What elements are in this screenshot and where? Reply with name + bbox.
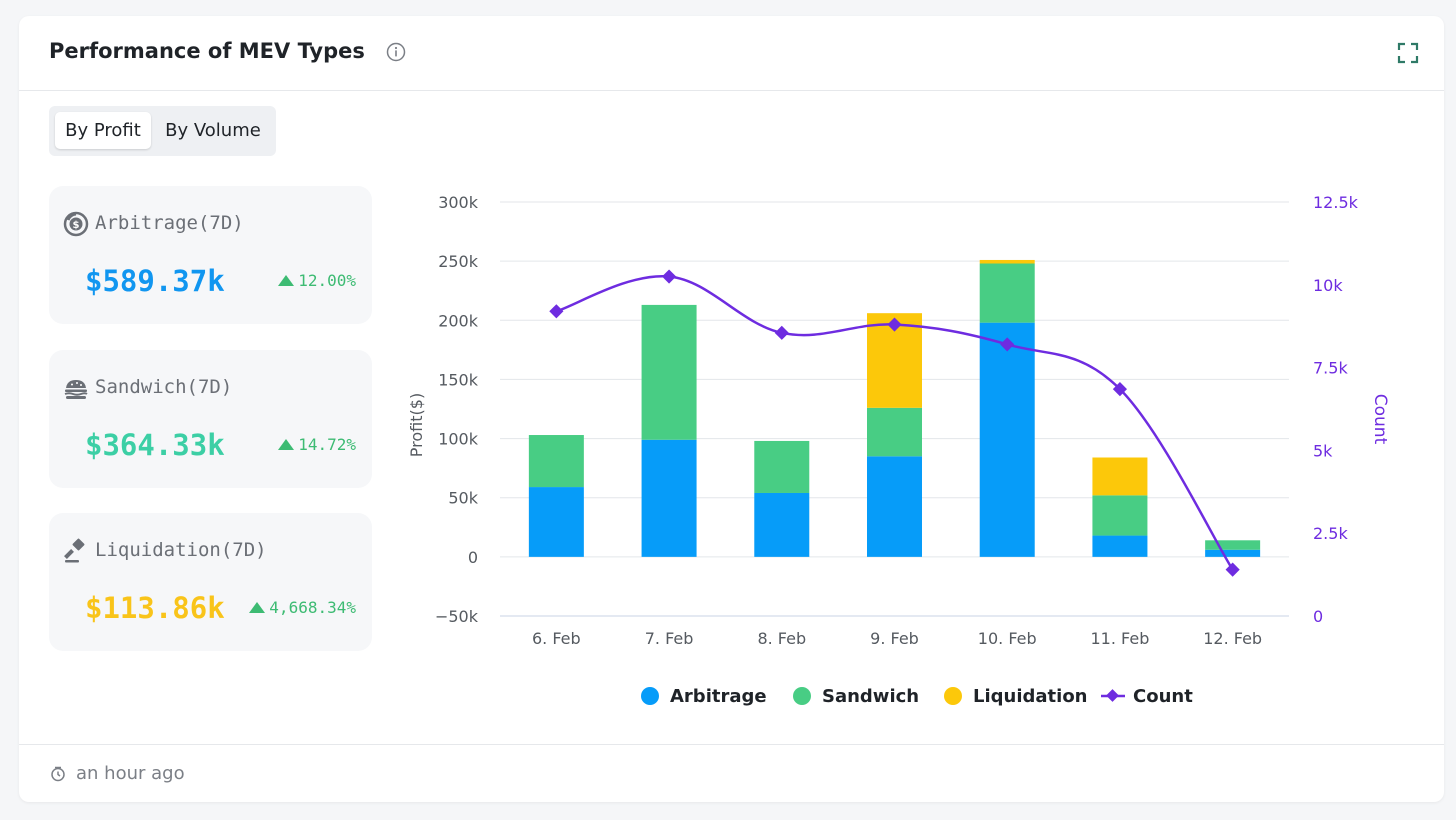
count-point xyxy=(549,304,564,319)
bar-arbitrage xyxy=(754,492,810,557)
x-tick-label: 12. Feb xyxy=(1203,629,1262,648)
legend-label-arbitrage: Arbitrage xyxy=(670,686,767,707)
stat-card-sandwich: Sandwich(7D) $364.33k 14.72% xyxy=(49,350,372,488)
mev-performance-card: Performance of MEV Types By Profit By Vo… xyxy=(19,16,1444,802)
up-arrow-icon xyxy=(278,275,295,286)
x-tick-label: 7. Feb xyxy=(645,629,694,648)
y-right-tick-label: 7.5k xyxy=(1313,359,1348,378)
x-tick-label: 6. Feb xyxy=(532,629,581,648)
x-tick-label: 10. Feb xyxy=(978,629,1037,648)
legend-label-count: Count xyxy=(1133,686,1193,707)
bar-sandwich xyxy=(1205,540,1261,550)
stat-label: Sandwich(7D) xyxy=(95,376,233,398)
legend-marker-sandwich xyxy=(793,687,811,705)
stat-value: $113.86k xyxy=(85,591,225,625)
bar-arbitrage xyxy=(867,456,922,557)
y-right-tick-label: 2.5k xyxy=(1313,524,1348,543)
fullscreen-icon[interactable] xyxy=(1397,42,1419,64)
y-right-tick-label: 10k xyxy=(1313,276,1343,295)
bar-liquidation xyxy=(979,259,1035,264)
bar-sandwich xyxy=(1092,495,1148,536)
count-point xyxy=(1112,382,1127,397)
bar-arbitrage xyxy=(528,487,584,557)
bar-arbitrage xyxy=(1092,535,1148,557)
y-left-tick-label: −50k xyxy=(435,607,479,626)
stat-change-value: 4,668.34% xyxy=(269,598,356,617)
bar-liquidation xyxy=(1092,457,1148,496)
y-left-tick-label: 200k xyxy=(438,311,479,330)
card-header: Performance of MEV Types xyxy=(19,16,1444,91)
bar-sandwich xyxy=(528,435,584,488)
bar-sandwich xyxy=(641,304,697,440)
y-left-tick-label: 100k xyxy=(438,430,479,449)
legend-label-liquidation: Liquidation xyxy=(973,686,1088,707)
bar-sandwich xyxy=(754,440,810,493)
y-left-tick-label: 0 xyxy=(468,548,478,567)
x-tick-label: 11. Feb xyxy=(1090,629,1149,648)
up-arrow-icon xyxy=(278,439,295,450)
stat-value: $364.33k xyxy=(85,428,225,462)
y-right-axis-title: Count xyxy=(1370,394,1390,445)
x-tick-label: 8. Feb xyxy=(757,629,806,648)
legend-marker-arbitrage xyxy=(641,687,659,705)
y-right-tick-label: 5k xyxy=(1313,441,1333,460)
sandwich-icon xyxy=(64,380,88,399)
by-volume-button[interactable]: By Volume xyxy=(165,120,261,141)
bar-arbitrage xyxy=(641,439,697,557)
count-point xyxy=(1000,337,1015,352)
y-right-tick-label: 12.5k xyxy=(1313,193,1359,212)
metric-toggle: By Profit By Volume xyxy=(49,106,276,156)
count-point xyxy=(1225,562,1240,577)
y-left-tick-label: 300k xyxy=(438,193,479,212)
count-point xyxy=(887,317,902,332)
bar-arbitrage xyxy=(1205,549,1261,557)
stat-label: Liquidation(7D) xyxy=(95,539,267,561)
legend-label-sandwich: Sandwich xyxy=(822,686,919,707)
arbitrage-coin-icon: $ xyxy=(63,211,89,237)
y-left-axis-title: Profit($) xyxy=(407,393,426,457)
legend-marker-liquidation xyxy=(944,687,962,705)
stat-label: Arbitrage(7D) xyxy=(95,212,244,234)
card-footer: an hour ago xyxy=(19,744,1444,803)
count-point xyxy=(774,325,789,340)
y-left-tick-label: 250k xyxy=(438,252,479,271)
bar-arbitrage xyxy=(979,322,1035,557)
stat-change: 14.72% xyxy=(278,435,356,454)
gavel-icon xyxy=(64,538,85,563)
mev-chart: −50k 0 50k 100k 150k 200k 250k 300k 0 2.5k 5k 7.5k 1… xyxy=(407,193,1390,707)
stat-change-value: 14.72% xyxy=(298,435,356,454)
up-arrow-icon xyxy=(249,602,266,613)
bar-sandwich xyxy=(979,263,1035,323)
x-tick-label: 9. Feb xyxy=(870,629,919,648)
bar-sandwich xyxy=(867,407,922,457)
by-profit-button[interactable]: By Profit xyxy=(55,112,151,149)
stat-change: 12.00% xyxy=(278,271,356,290)
y-right-tick-label: 0 xyxy=(1313,607,1323,626)
info-icon[interactable] xyxy=(386,42,406,62)
stat-card-liquidation: Liquidation(7D) $113.86k 4,668.34% xyxy=(49,513,372,651)
stat-change-value: 12.00% xyxy=(298,271,356,290)
svg-text:$: $ xyxy=(73,220,80,231)
updated-time: an hour ago xyxy=(76,763,185,784)
count-point xyxy=(662,269,677,284)
clock-icon xyxy=(51,766,65,782)
stat-value: $589.37k xyxy=(85,264,225,298)
y-left-tick-label: 150k xyxy=(438,370,479,389)
card-title: Performance of MEV Types xyxy=(49,39,365,63)
stat-change: 4,668.34% xyxy=(249,598,356,617)
y-left-tick-label: 50k xyxy=(448,489,478,508)
legend-marker-count-point xyxy=(1106,689,1119,702)
stat-card-arbitrage: $ Arbitrage(7D) $589.37k 12.00% xyxy=(49,186,372,324)
